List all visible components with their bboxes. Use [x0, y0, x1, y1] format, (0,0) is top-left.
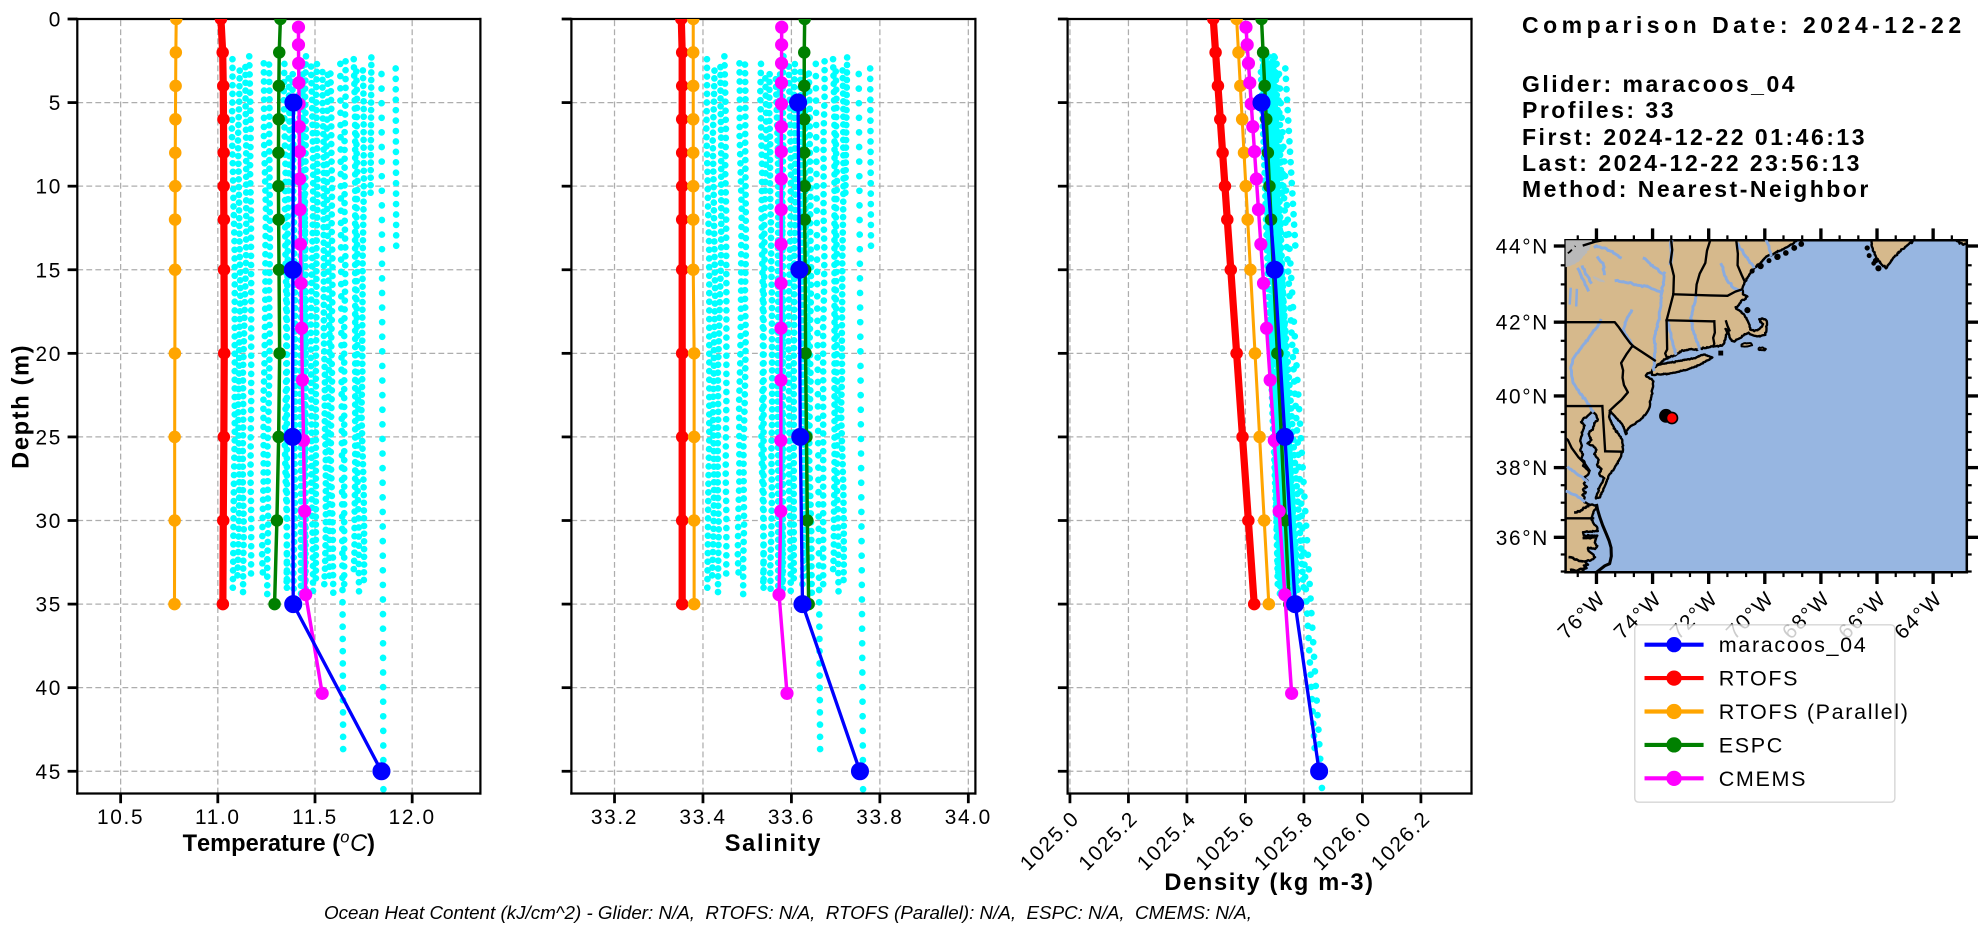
svg-text:33.2: 33.2	[591, 806, 638, 829]
svg-text:RTOFS (Parallel): RTOFS (Parallel)	[1719, 700, 1910, 724]
svg-text:25: 25	[36, 426, 63, 449]
svg-text:12.0: 12.0	[389, 806, 436, 829]
svg-text:T e m p: T e m p e r a t u r e ( ) o C	[183, 822, 383, 857]
svg-text:40: 40	[36, 677, 63, 700]
svg-text:45: 45	[36, 761, 63, 784]
svg-text:34.0: 34.0	[945, 806, 992, 829]
svg-text:Depth (m): Depth (m)	[8, 344, 34, 469]
svg-text:10: 10	[36, 176, 63, 199]
svg-text:35: 35	[36, 594, 63, 617]
svg-text:33.6: 33.6	[768, 806, 815, 829]
svg-text:10.5: 10.5	[97, 806, 144, 829]
svg-text:36°N: 36°N	[1496, 527, 1549, 550]
svg-text:33.4: 33.4	[679, 806, 726, 829]
svg-text:30: 30	[36, 510, 63, 533]
svg-text:0: 0	[49, 9, 62, 32]
svg-text:40°N: 40°N	[1496, 385, 1549, 408]
svg-text:5: 5	[49, 92, 62, 115]
svg-text:15: 15	[36, 259, 63, 282]
svg-text:CMEMS: CMEMS	[1719, 767, 1807, 791]
svg-text:44°N: 44°N	[1496, 236, 1549, 259]
svg-text:Salinity: Salinity	[725, 831, 822, 857]
svg-text:Density (kg m-3): Density (kg m-3)	[1164, 870, 1374, 896]
svg-text:20: 20	[36, 343, 63, 366]
svg-text:11.5: 11.5	[292, 806, 338, 829]
svg-text:33.8: 33.8	[856, 806, 903, 829]
svg-text:42°N: 42°N	[1496, 312, 1549, 335]
svg-text:38°N: 38°N	[1496, 457, 1549, 480]
svg-text:maracoos_04: maracoos_04	[1719, 633, 1868, 657]
svg-text:ESPC: ESPC	[1719, 733, 1784, 757]
svg-text:RTOFS: RTOFS	[1719, 667, 1799, 691]
svg-text:11.0: 11.0	[195, 806, 241, 829]
